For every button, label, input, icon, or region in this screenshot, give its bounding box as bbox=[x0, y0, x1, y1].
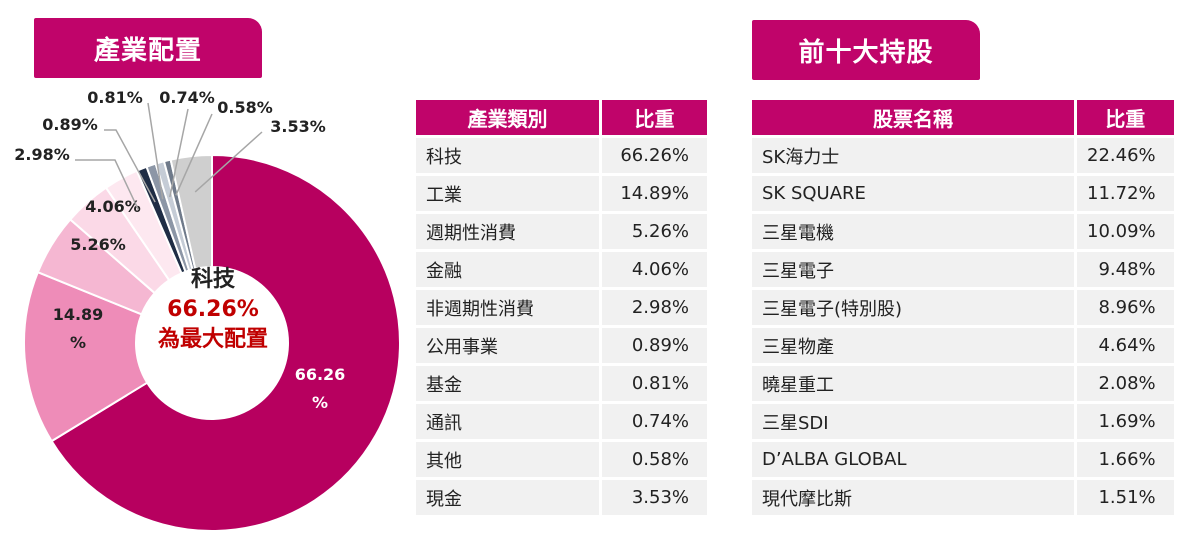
holdings-table-row: D’ALBA GLOBAL 1.66% bbox=[752, 442, 1174, 480]
donut-leader-line bbox=[75, 159, 140, 211]
industry-table-name-cell: 通訊 bbox=[416, 404, 602, 442]
holdings-table-weight-cell: 8.96% bbox=[1077, 290, 1174, 328]
holdings-table-weight-cell: 1.66% bbox=[1077, 442, 1174, 480]
holdings-table-name-cell: 曉星重工 bbox=[752, 366, 1077, 404]
industry-donut-chart: 66.26% 14.89% 5.26% 4.06% 2.98% 0.89% 0.81% 0.7… bbox=[0, 80, 410, 545]
center-label-subtitle: 為最大配置 bbox=[157, 327, 268, 352]
industry-table-row: 工業 14.89% bbox=[416, 176, 707, 214]
industry-table-row: 週期性消費 5.26% bbox=[416, 214, 707, 252]
industry-table-name-cell: 非週期性消費 bbox=[416, 290, 602, 328]
industry-table: 產業類別 比重 科技 66.26% 工業 14.89% 週期性消費 5.26% 金融 4.06… bbox=[416, 100, 707, 518]
industry-table-header-row: 產業類別 比重 bbox=[416, 100, 707, 138]
industry-table-weight-cell: 0.81% bbox=[602, 366, 707, 404]
donut-data-label: 2.98% bbox=[14, 145, 70, 164]
holdings-table-row: 現代摩比斯 1.51% bbox=[752, 480, 1174, 518]
holdings-table-weight-cell: 4.64% bbox=[1077, 328, 1174, 366]
holdings-table-weight-cell: 10.09% bbox=[1077, 214, 1174, 252]
donut-leader-line bbox=[147, 102, 164, 200]
industry-table-weight-cell: 3.53% bbox=[602, 480, 707, 518]
top-ten-holdings-header: 前十大持股 bbox=[752, 20, 980, 80]
holdings-col-header-stock: 股票名稱 bbox=[752, 100, 1077, 138]
holdings-table-name-cell: 三星電子(特別股) bbox=[752, 290, 1077, 328]
holdings-table-row: 三星電機 10.09% bbox=[752, 214, 1174, 252]
industry-table-row: 基金 0.81% bbox=[416, 366, 707, 404]
holdings-table-name-cell: 現代摩比斯 bbox=[752, 480, 1077, 518]
donut-slice bbox=[50, 153, 401, 532]
holdings-table-row: 三星物產 4.64% bbox=[752, 328, 1174, 366]
donut-data-label: 3.53% bbox=[270, 117, 326, 136]
holdings-table-name-cell: 三星SDI bbox=[752, 404, 1077, 442]
industry-table-row: 其他 0.58% bbox=[416, 442, 707, 480]
holdings-table-weight-cell: 22.46% bbox=[1077, 138, 1174, 176]
donut-leader-line bbox=[194, 131, 263, 193]
industry-table-weight-cell: 0.58% bbox=[602, 442, 707, 480]
industry-table-row: 現金 3.53% bbox=[416, 480, 707, 518]
donut-leader-line bbox=[104, 129, 156, 203]
industry-table-name-cell: 公用事業 bbox=[416, 328, 602, 366]
donut-center-label: 科技 66.26% 為最大配置 bbox=[138, 265, 288, 355]
industry-table-weight-cell: 0.89% bbox=[602, 328, 707, 366]
industry-table-name-cell: 週期性消費 bbox=[416, 214, 602, 252]
holdings-table-name-cell: 三星電機 bbox=[752, 214, 1077, 252]
industry-table-weight-cell: 66.26% bbox=[602, 138, 707, 176]
holdings-table-row: SK SQUARE 11.72% bbox=[752, 176, 1174, 214]
holdings-table-row: 三星SDI 1.69% bbox=[752, 404, 1174, 442]
industry-col-header-category: 產業類別 bbox=[416, 100, 602, 138]
holdings-table-weight-cell: 2.08% bbox=[1077, 366, 1174, 404]
donut-data-label: 0.81% bbox=[87, 88, 143, 107]
donut-data-label: 66.26% bbox=[295, 365, 346, 412]
holdings-table-name-cell: 三星電子 bbox=[752, 252, 1077, 290]
industry-table-name-cell: 基金 bbox=[416, 366, 602, 404]
donut-data-label: 14.89% bbox=[53, 305, 104, 352]
industry-table-weight-cell: 2.98% bbox=[602, 290, 707, 328]
holdings-table-name-cell: SK SQUARE bbox=[752, 176, 1077, 214]
industry-table-row: 科技 66.26% bbox=[416, 138, 707, 176]
industry-table-name-cell: 工業 bbox=[416, 176, 602, 214]
holdings-table-name-cell: D’ALBA GLOBAL bbox=[752, 442, 1077, 480]
industry-table-name-cell: 科技 bbox=[416, 138, 602, 176]
industry-table-weight-cell: 14.89% bbox=[602, 176, 707, 214]
holdings-col-header-weight: 比重 bbox=[1077, 100, 1174, 138]
holdings-table-weight-cell: 1.69% bbox=[1077, 404, 1174, 442]
industry-col-header-weight: 比重 bbox=[602, 100, 707, 138]
industry-table-weight-cell: 5.26% bbox=[602, 214, 707, 252]
holdings-table-row: 三星電子 9.48% bbox=[752, 252, 1174, 290]
donut-data-label: 5.26% bbox=[70, 235, 126, 254]
center-label-percent: 66.26% bbox=[167, 297, 259, 322]
holdings-table-weight-cell: 11.72% bbox=[1077, 176, 1174, 214]
industry-allocation-header: 產業配置 bbox=[34, 18, 262, 78]
holdings-table-name-cell: 三星物產 bbox=[752, 328, 1077, 366]
holdings-table-weight-cell: 1.51% bbox=[1077, 480, 1174, 518]
industry-table-row: 通訊 0.74% bbox=[416, 404, 707, 442]
industry-table-row: 公用事業 0.89% bbox=[416, 328, 707, 366]
industry-table-row: 非週期性消費 2.98% bbox=[416, 290, 707, 328]
industry-table-row: 金融 4.06% bbox=[416, 252, 707, 290]
industry-table-name-cell: 金融 bbox=[416, 252, 602, 290]
holdings-table-row: SK海力士 22.46% bbox=[752, 138, 1174, 176]
holdings-table-header-row: 股票名稱 比重 bbox=[752, 100, 1174, 138]
holdings-table-weight-cell: 9.48% bbox=[1077, 252, 1174, 290]
donut-data-label: 0.74% bbox=[159, 88, 215, 107]
donut-leader-line bbox=[169, 108, 189, 198]
industry-table-weight-cell: 4.06% bbox=[602, 252, 707, 290]
center-label-title: 科技 bbox=[190, 267, 235, 292]
industry-table-name-cell: 現金 bbox=[416, 480, 602, 518]
donut-data-label: 0.58% bbox=[217, 98, 273, 117]
industry-table-weight-cell: 0.74% bbox=[602, 404, 707, 442]
donut-data-label: 4.06% bbox=[85, 197, 141, 216]
industry-table-name-cell: 其他 bbox=[416, 442, 602, 480]
holdings-table: 股票名稱 比重 SK海力士 22.46% SK SQUARE 11.72% 三星電機 10… bbox=[752, 100, 1174, 518]
donut-data-label: 0.89% bbox=[42, 115, 98, 134]
holdings-table-name-cell: SK海力士 bbox=[752, 138, 1077, 176]
holdings-table-row: 三星電子(特別股) 8.96% bbox=[752, 290, 1174, 328]
donut-slice bbox=[23, 270, 149, 443]
holdings-table-row: 曉星重工 2.08% bbox=[752, 366, 1174, 404]
donut-svg: 66.26 % 14.89 % 5.26% 4.06% 2.98% 0.89% 0.81% 0.7… bbox=[14, 88, 401, 532]
donut-leader-line bbox=[175, 113, 213, 196]
